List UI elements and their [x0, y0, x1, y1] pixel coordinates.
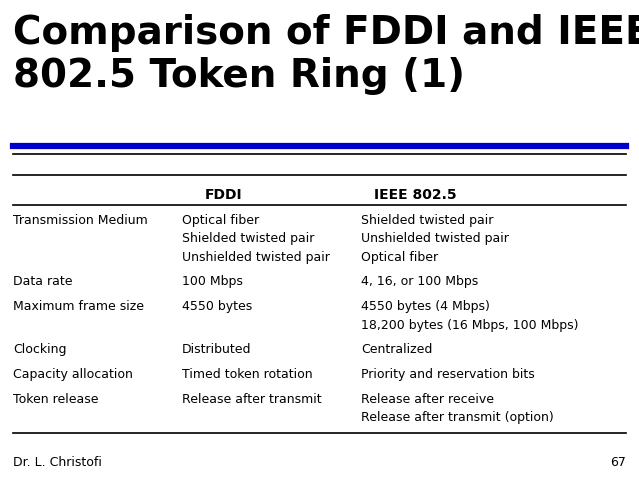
- Text: Unshielded twisted pair: Unshielded twisted pair: [361, 232, 509, 245]
- Text: IEEE 802.5: IEEE 802.5: [374, 188, 457, 202]
- Text: Release after transmit: Release after transmit: [182, 393, 322, 406]
- Text: Centralized: Centralized: [361, 343, 433, 356]
- Text: Capacity allocation: Capacity allocation: [13, 368, 133, 381]
- Text: Optical fiber: Optical fiber: [182, 214, 259, 227]
- Text: Shielded twisted pair: Shielded twisted pair: [182, 232, 314, 245]
- Text: Unshielded twisted pair: Unshielded twisted pair: [182, 251, 330, 263]
- Text: FDDI: FDDI: [205, 188, 242, 202]
- Text: 4, 16, or 100 Mbps: 4, 16, or 100 Mbps: [361, 275, 478, 288]
- Text: 18,200 bytes (16 Mbps, 100 Mbps): 18,200 bytes (16 Mbps, 100 Mbps): [361, 319, 578, 331]
- Text: Maximum frame size: Maximum frame size: [13, 300, 144, 313]
- Text: Timed token rotation: Timed token rotation: [182, 368, 312, 381]
- Text: Token release: Token release: [13, 393, 98, 406]
- Text: Distributed: Distributed: [182, 343, 252, 356]
- Text: 4550 bytes (4 Mbps): 4550 bytes (4 Mbps): [361, 300, 490, 313]
- Text: Dr. L. Christofi: Dr. L. Christofi: [13, 456, 102, 469]
- Text: Clocking: Clocking: [13, 343, 66, 356]
- Text: Release after receive: Release after receive: [361, 393, 494, 406]
- Text: 4550 bytes: 4550 bytes: [182, 300, 252, 313]
- Text: Transmission Medium: Transmission Medium: [13, 214, 148, 227]
- Text: Optical fiber: Optical fiber: [361, 251, 438, 263]
- Text: 67: 67: [610, 456, 626, 469]
- Text: Shielded twisted pair: Shielded twisted pair: [361, 214, 493, 227]
- Text: Data rate: Data rate: [13, 275, 72, 288]
- Text: Release after transmit (option): Release after transmit (option): [361, 411, 554, 424]
- Text: 100 Mbps: 100 Mbps: [182, 275, 243, 288]
- Text: Priority and reservation bits: Priority and reservation bits: [361, 368, 535, 381]
- Text: Comparison of FDDI and IEEE
802.5 Token Ring (1): Comparison of FDDI and IEEE 802.5 Token …: [13, 14, 639, 95]
